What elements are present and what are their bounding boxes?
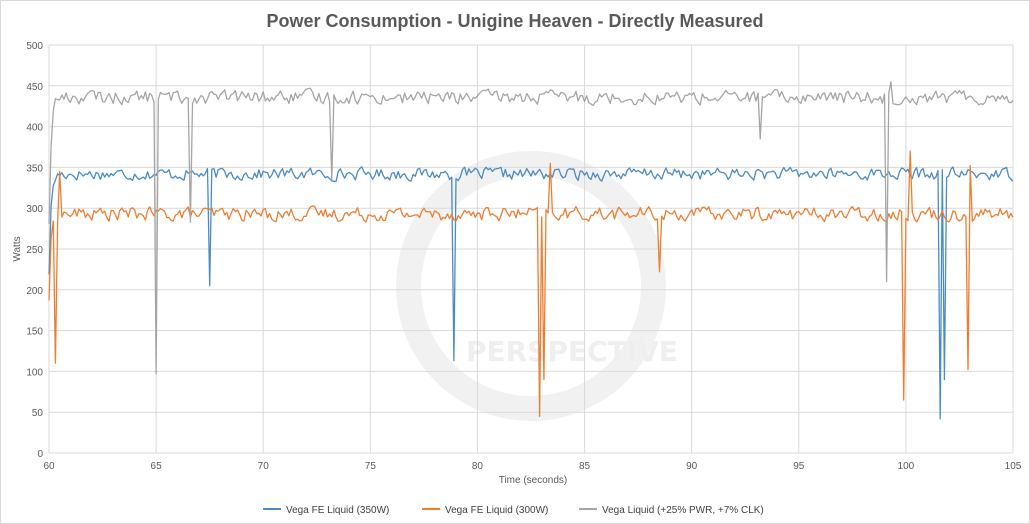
y-axis-title: Watts [12,236,23,261]
x-tick-label: 85 [579,461,591,472]
y-tick-label: 500 [26,41,43,52]
y-tick-label: 50 [32,408,44,419]
watermark-logo: PERSPECTIVE [396,151,678,421]
x-tick-label: 70 [258,461,270,472]
y-tick-label: 450 [26,82,43,93]
x-tick-label: 65 [151,461,163,472]
y-tick-label: 250 [26,245,43,256]
y-tick-label: 200 [26,286,43,297]
legend-label: Vega FE Liquid (350W) [286,505,389,516]
chart-legend: Vega FE Liquid (350W) Vega FE Liquid (300… [263,505,764,516]
x-axis-title: Time (seconds) [499,475,568,486]
legend-label: Vega Liquid (+25% PWR, +7% CLK) [602,505,764,516]
y-tick-label: 300 [26,204,43,215]
series-line [48,150,1014,417]
y-tick-label: 350 [26,163,43,174]
x-tick-label: 95 [793,461,805,472]
y-tick-label: 150 [26,327,43,338]
y-tick-label: 400 [26,123,43,134]
x-tick-label: 80 [472,461,484,472]
series-line [48,166,1014,420]
series-lines [48,81,1014,420]
x-tick-label: 60 [43,461,55,472]
x-axis-ticks: 60 65 70 75 80 85 90 95 100 105 [43,461,1021,472]
y-axis-ticks: 0 50 100 150 200 250 300 350 400 450 500 [26,41,43,460]
chart-title: Power Consumption - Unigine Heaven - Dir… [266,11,763,31]
x-tick-label: 90 [686,461,698,472]
series-line [48,81,1014,375]
y-tick-label: 0 [37,449,43,460]
x-tick-label: 75 [365,461,377,472]
y-tick-label: 100 [26,367,43,378]
x-tick-label: 105 [1005,461,1022,472]
legend-label: Vega FE Liquid (300W) [445,505,548,516]
x-tick-label: 100 [898,461,915,472]
svg-text:PERSPECTIVE: PERSPECTIVE [466,335,678,368]
